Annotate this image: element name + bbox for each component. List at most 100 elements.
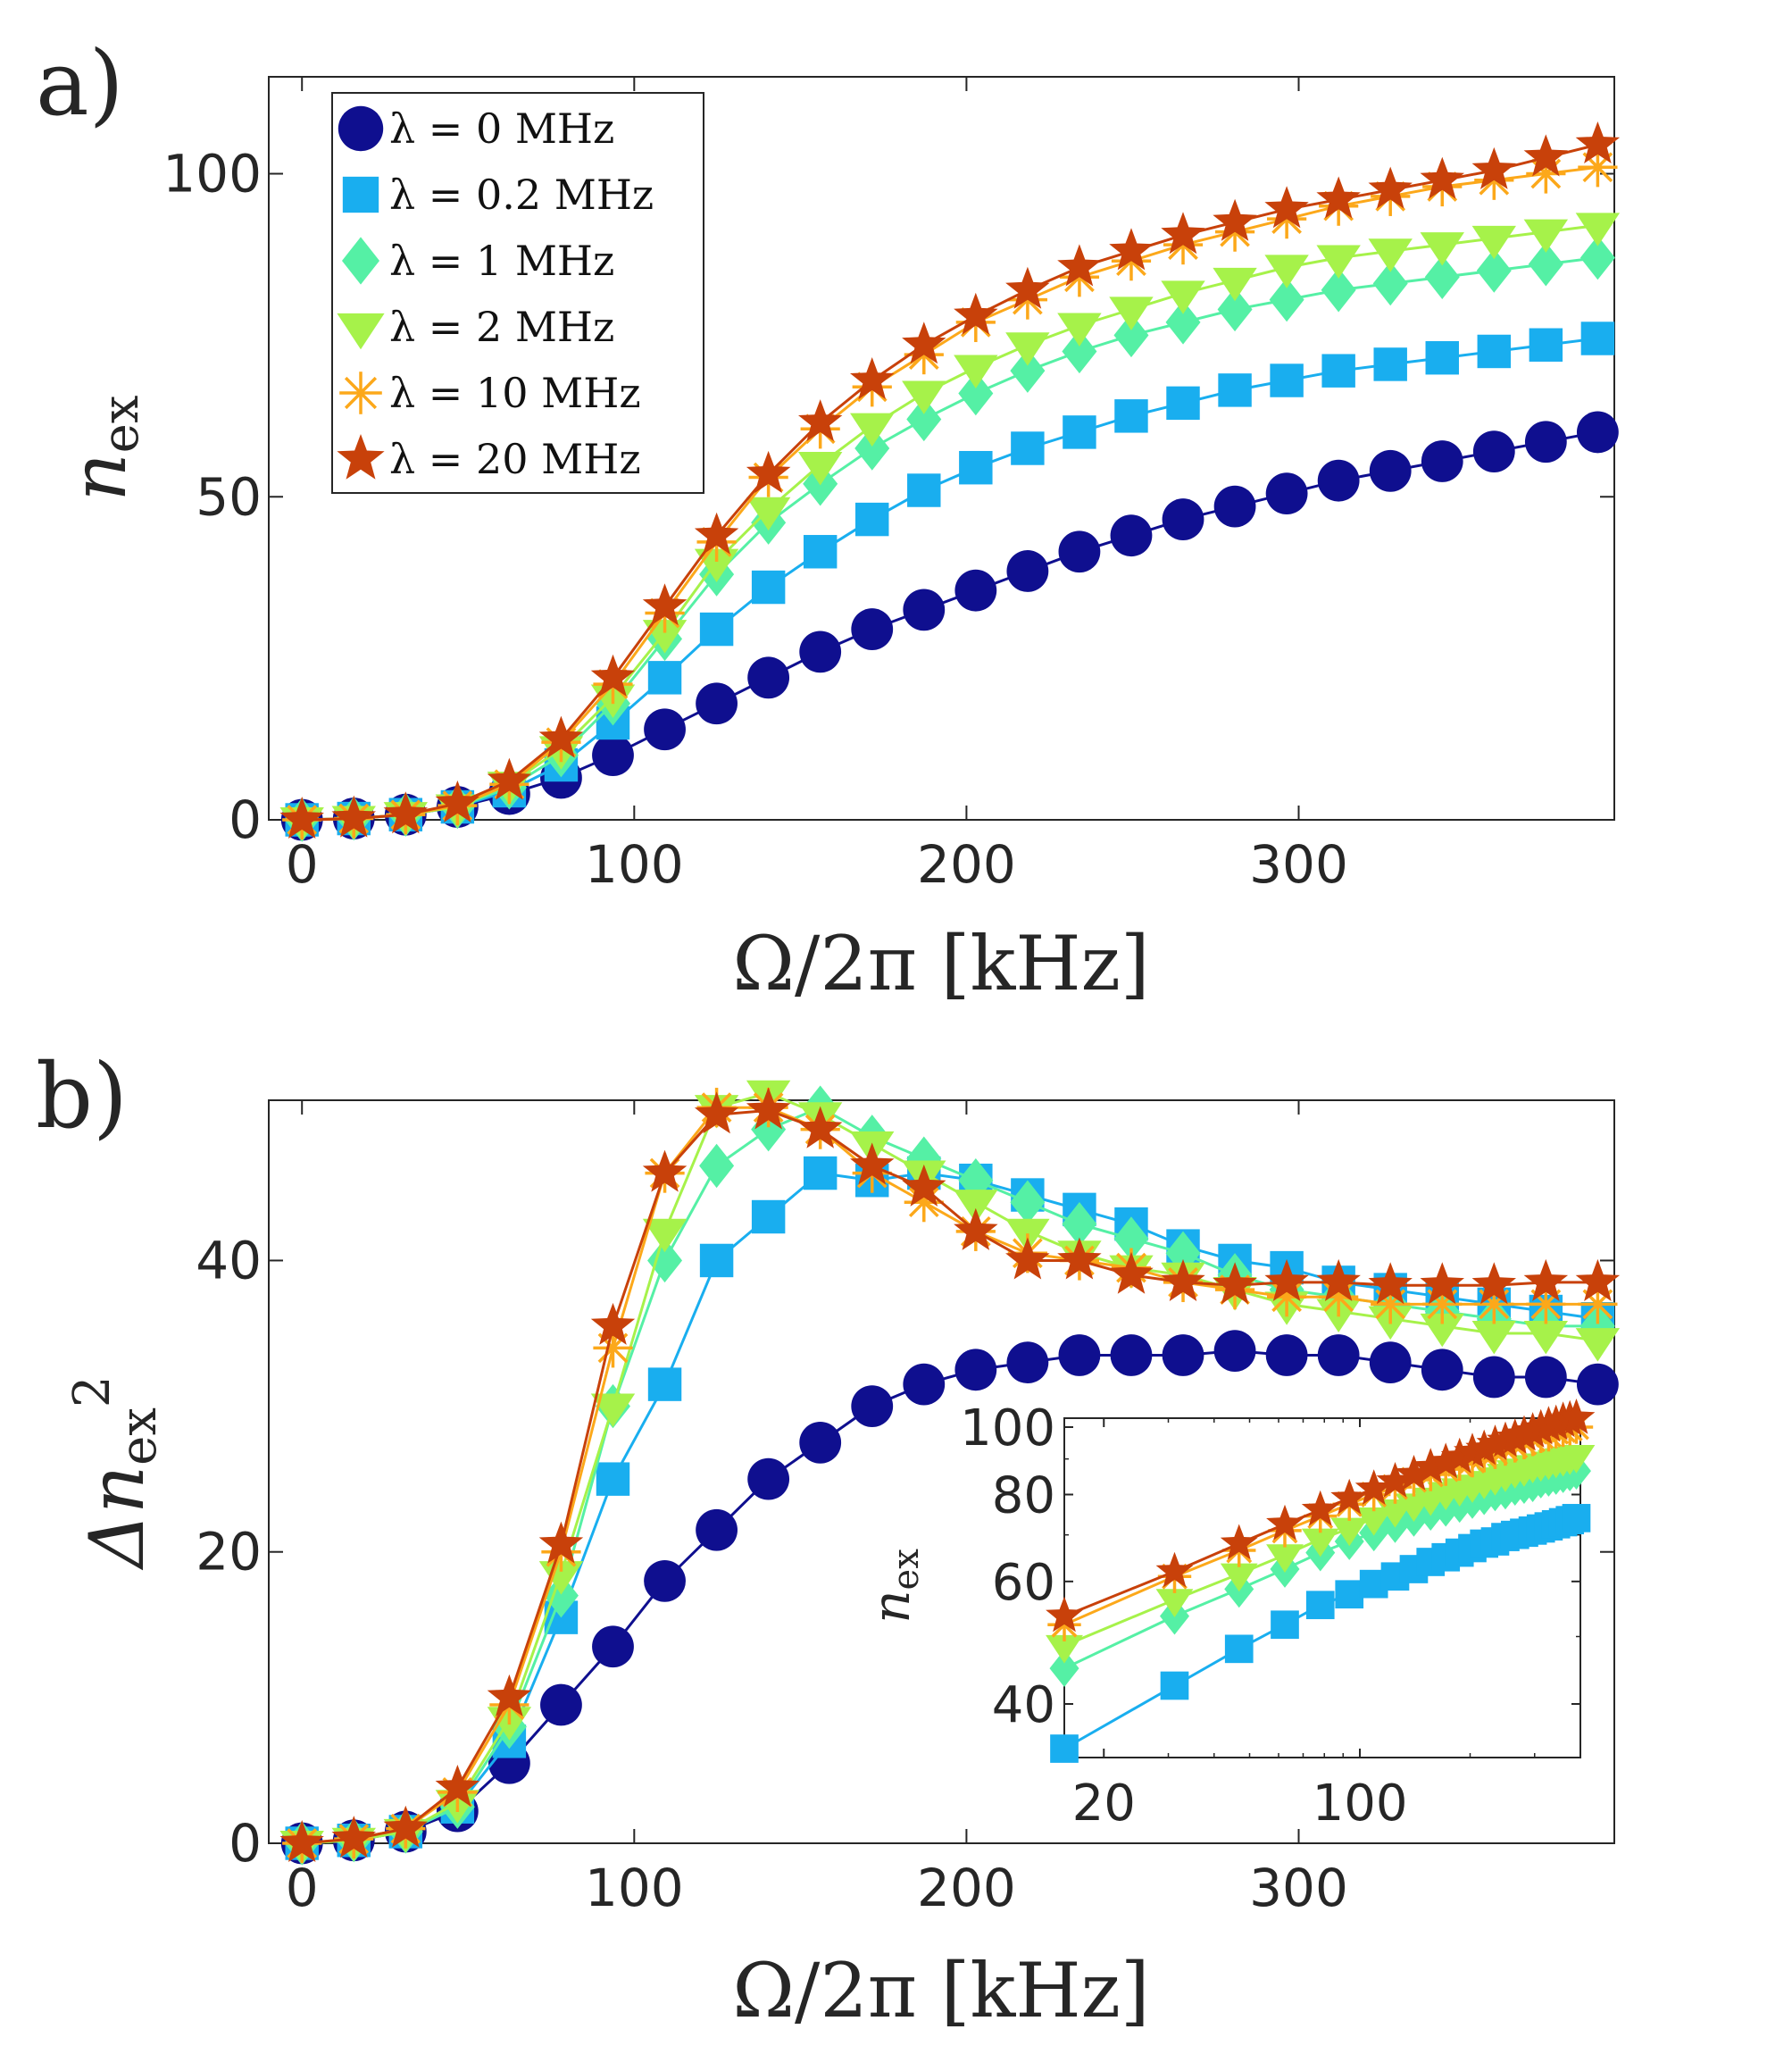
data-point: [1529, 328, 1563, 362]
data-point: [1006, 550, 1049, 592]
legend-marker: [337, 313, 385, 350]
panel-a-x-axis-label: Ω/2π [kHz]: [732, 920, 1149, 1007]
data-point: [1301, 1528, 1339, 1557]
data-point: [696, 1508, 738, 1551]
data-point: [1264, 186, 1309, 229]
data-point: [1472, 430, 1515, 473]
data-point: [383, 1805, 428, 1848]
data-point: [1224, 1634, 1254, 1664]
data-point: [1213, 485, 1256, 528]
data-point: [1316, 245, 1361, 279]
series-2-mhz: [1046, 1445, 1596, 1664]
panel-b-ylabel-base: Δn: [73, 1466, 161, 1571]
data-point: [851, 608, 894, 650]
data-point: [1427, 1442, 1465, 1479]
data-point: [1354, 1469, 1393, 1505]
data-point: [1057, 313, 1102, 347]
data-point: [1265, 472, 1308, 515]
legend-marker: [339, 372, 382, 414]
series-0p2-mhz: [1050, 1504, 1591, 1763]
data-point: [1161, 1258, 1205, 1301]
data-point: [642, 1149, 688, 1192]
data-point: [1420, 156, 1464, 199]
data-point: [383, 791, 428, 834]
x-tick-label: 200: [917, 834, 1016, 895]
data-point: [746, 497, 791, 531]
x-tick-label: 100: [585, 1858, 684, 1918]
data-point: [1471, 146, 1516, 189]
data-point: [1062, 1201, 1097, 1247]
data-point: [959, 450, 993, 485]
data-point: [1266, 1544, 1304, 1573]
legend-label: λ = 1 MHz: [389, 237, 614, 285]
data-point: [1317, 1334, 1360, 1376]
data-point: [644, 1559, 686, 1602]
data-point: [1316, 1258, 1361, 1301]
panel-a-ylabel-sub: ex: [92, 396, 150, 454]
data-point: [746, 1087, 791, 1130]
x-tick-label: 300: [1249, 834, 1348, 895]
inset-ylabel-sub: ex: [886, 1549, 927, 1591]
legend-entry-20-mhz: λ = 20 MHz: [337, 434, 641, 483]
data-point: [331, 1816, 376, 1858]
data-point: [850, 413, 895, 447]
data-point: [1050, 1734, 1079, 1763]
data-point: [699, 612, 734, 647]
data-point: [1330, 1517, 1369, 1547]
data-point: [1420, 1313, 1464, 1348]
data-point: [855, 502, 889, 537]
data-point: [1005, 332, 1050, 366]
legend-entry-1-mhz: λ = 1 MHz: [342, 237, 614, 285]
data-point: [751, 570, 786, 605]
data-point: [850, 357, 895, 400]
data-point: [694, 1091, 739, 1134]
data-point: [1270, 363, 1304, 397]
inset-y-axis-label: nex: [861, 1549, 927, 1624]
data-point: [798, 1106, 843, 1148]
data-point: [1160, 1671, 1189, 1700]
data-point: [797, 452, 843, 486]
data-point: [1011, 431, 1045, 465]
data-point: [1580, 322, 1615, 355]
data-point: [954, 292, 998, 335]
data-point: [1264, 1258, 1309, 1301]
data-point: [1524, 421, 1567, 463]
y-tick-label: 40: [992, 1676, 1055, 1734]
data-point: [435, 1765, 480, 1807]
y-tick-label: 20: [196, 1522, 262, 1583]
data-point: [1114, 399, 1148, 433]
data-point: [694, 512, 739, 555]
legend-box: [331, 92, 704, 494]
series-20-mhz: [1046, 1399, 1596, 1633]
data-point: [1421, 1349, 1463, 1391]
data-point: [1058, 530, 1101, 573]
x-tick-label: 200: [917, 1858, 1016, 1918]
data-point: [1161, 280, 1205, 314]
data-point: [1471, 1262, 1516, 1305]
data-point: [903, 589, 946, 631]
panel-b-label: b): [36, 1044, 128, 1148]
data-point: [1213, 198, 1257, 241]
data-point: [1421, 440, 1463, 482]
data-point: [1528, 242, 1563, 287]
data-point: [1440, 1437, 1479, 1474]
data-point: [1321, 354, 1355, 388]
data-point: [1317, 459, 1360, 502]
x-tick-label: 0: [286, 1858, 319, 1918]
data-point: [1218, 373, 1252, 407]
legend-label: λ = 2 MHz: [389, 303, 614, 351]
data-point: [1046, 1634, 1083, 1664]
data-point: [1579, 235, 1615, 280]
data-point: [1217, 287, 1253, 332]
data-point: [1220, 1563, 1258, 1592]
data-point: [903, 1363, 946, 1406]
data-point: [803, 535, 838, 569]
data-point: [1354, 1507, 1393, 1536]
data-point: [1264, 255, 1309, 288]
legend-label: λ = 0 MHz: [389, 104, 614, 153]
panel-a-label: a): [36, 31, 124, 136]
data-point: [1155, 1589, 1194, 1617]
data-point: [1524, 1356, 1567, 1399]
legend-label: λ = 20 MHz: [389, 435, 641, 483]
data-point: [1109, 296, 1154, 330]
